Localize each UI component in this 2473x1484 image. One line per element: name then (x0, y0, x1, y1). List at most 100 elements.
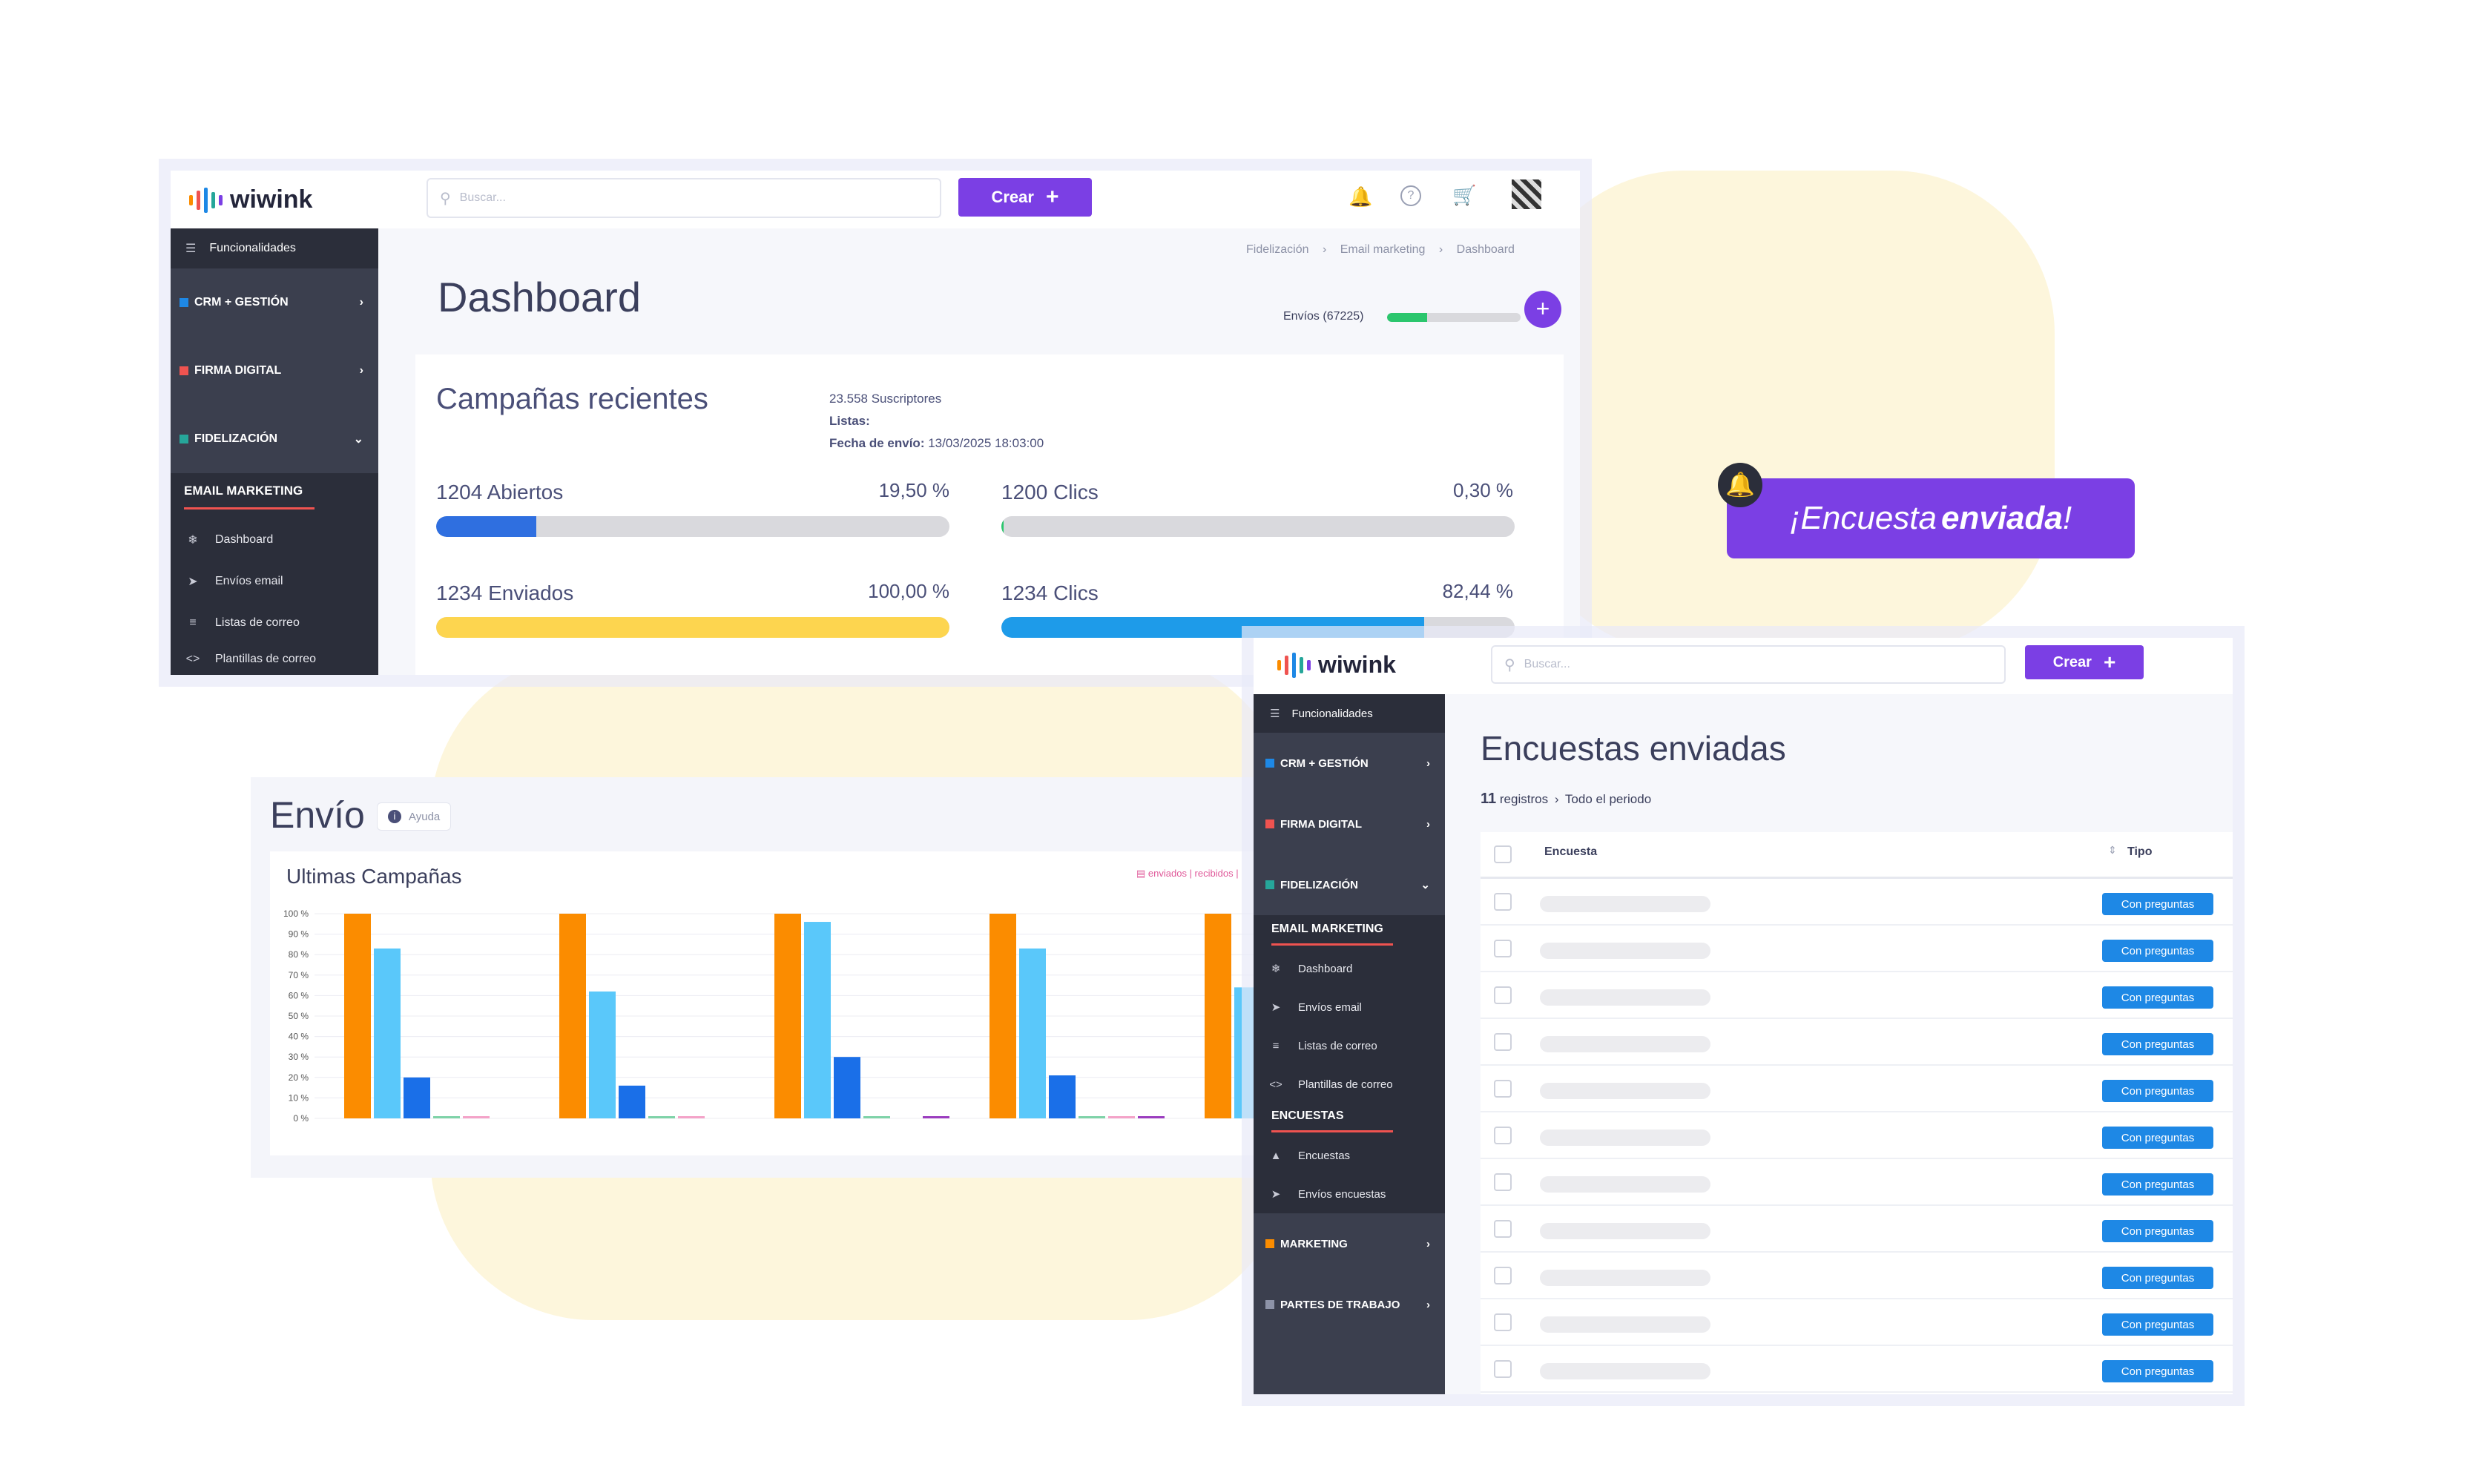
chart-bar[interactable] (1108, 1116, 1135, 1118)
chart-bar[interactable] (1079, 1116, 1105, 1118)
sidebar-item-crm[interactable]: CRM + GESTIÓN › (1254, 733, 1445, 794)
bell-icon[interactable]: 🔔 (1349, 185, 1373, 208)
search-input[interactable]: ⚲ Buscar... (427, 178, 941, 218)
dashboard-icon: ❄ (1271, 963, 1281, 975)
chart-bar[interactable] (678, 1116, 705, 1118)
chevron-right-icon: › (359, 364, 363, 377)
row-checkbox[interactable] (1494, 1267, 1512, 1285)
table-row[interactable]: Con preguntas (1481, 1065, 2233, 1112)
chart-bar[interactable] (648, 1116, 675, 1118)
add-button[interactable]: + (1524, 291, 1561, 328)
row-checkbox[interactable] (1494, 986, 1512, 1004)
help-icon[interactable]: ? (1400, 185, 1421, 206)
row-checkbox[interactable] (1494, 893, 1512, 911)
sidebar-item-firma[interactable]: FIRMA DIGITAL › (171, 337, 378, 405)
y-tick-label: 10 % (289, 1092, 309, 1103)
y-tick-label: 90 % (289, 929, 309, 940)
breadcrumb-item[interactable]: Fidelización (1246, 243, 1309, 256)
search-icon: ⚲ (440, 190, 451, 207)
metric-label: 1200 Clics (1001, 481, 1099, 504)
table-row[interactable]: Con preguntas (1481, 972, 2233, 1019)
chart-bar[interactable] (863, 1116, 890, 1118)
submenu-item-dashboard[interactable]: ❄ Dashboard (1254, 949, 1445, 988)
period-filter[interactable]: Todo el periodo (1564, 792, 1652, 806)
row-checkbox[interactable] (1494, 1127, 1512, 1144)
survey-name-placeholder (1540, 1176, 1710, 1193)
sidebar-item-crm[interactable]: CRM + GESTIÓN › (171, 268, 378, 337)
chart-bar[interactable] (433, 1116, 460, 1118)
table-row[interactable]: Con preguntas (1481, 1112, 2233, 1159)
metric-value: 100,00 % (868, 580, 949, 602)
submenu-item-encuestas[interactable]: ▲ Encuestas (1254, 1136, 1445, 1175)
chart-bar[interactable] (989, 914, 1016, 1118)
chart-bar[interactable] (619, 1085, 645, 1118)
notification-toast[interactable]: ¡Encuesta enviada! (1727, 478, 2135, 558)
type-badge: Con preguntas (2102, 1127, 2213, 1149)
sidebar-item-fidelizacion[interactable]: FIDELIZACIÓN ⌄ (1254, 854, 1445, 915)
submenu-item-plantillas[interactable]: <> Plantillas de correo (171, 644, 378, 675)
help-button[interactable]: i Ayuda (377, 802, 452, 831)
row-checkbox[interactable] (1494, 1173, 1512, 1191)
sidebar-item-funcionalidades[interactable]: ☰ Funcionalidades (1254, 694, 1445, 733)
sidebar-item-funcionalidades[interactable]: ☰ Funcionalidades (171, 228, 378, 268)
chart-bar[interactable] (589, 991, 616, 1118)
code-icon: <> (185, 653, 200, 665)
search-input[interactable]: ⚲ Buscar... (1491, 645, 2006, 684)
sidebar-item-fidelizacion[interactable]: FIDELIZACIÓN ⌄ (171, 405, 378, 473)
chevron-right-icon: › (1426, 1298, 1430, 1311)
sort-icon[interactable]: ⇕ (2108, 844, 2117, 856)
submenu-item-listas[interactable]: ≡ Listas de correo (171, 602, 378, 644)
campaigns-title: Campañas recientes (436, 383, 708, 415)
chart-bar[interactable] (463, 1116, 490, 1118)
table-row[interactable]: Con preguntas (1481, 925, 2233, 972)
breadcrumb-item[interactable]: Email marketing (1340, 243, 1426, 256)
sidebar-item-firma[interactable]: FIRMA DIGITAL › (1254, 794, 1445, 854)
chart-bar[interactable] (834, 1057, 860, 1118)
chart-bar[interactable] (1049, 1075, 1076, 1118)
chart-bar[interactable] (1138, 1116, 1165, 1118)
create-button[interactable]: Crear + (958, 178, 1092, 217)
metric-bar (1001, 516, 1515, 537)
create-button[interactable]: Crear + (2025, 645, 2144, 679)
avatar[interactable] (1512, 179, 1541, 209)
table-row[interactable]: Con preguntas (1481, 1345, 2233, 1393)
submenu-item-envios-encuestas[interactable]: ➤ Envíos encuestas (1254, 1175, 1445, 1213)
chart-bar[interactable] (774, 914, 801, 1118)
metric-bar-fill (436, 617, 949, 638)
chart-bar[interactable] (404, 1077, 430, 1118)
col-survey[interactable]: Encuesta (1544, 845, 1598, 858)
y-tick-label: 50 % (289, 1011, 309, 1021)
submenu-item-plantillas[interactable]: <> Plantillas de correo (1254, 1065, 1445, 1104)
chart-bar[interactable] (804, 922, 831, 1118)
submenu: EMAIL MARKETING ❄ Dashboard ➤ Envíos email… (171, 473, 378, 675)
chart-bar[interactable] (344, 914, 371, 1118)
submenu-item-envios[interactable]: ➤ Envíos email (171, 561, 378, 602)
submenu-item-dashboard[interactable]: ❄ Dashboard (171, 519, 378, 561)
metric-value: 0,30 % (1453, 479, 1513, 501)
row-checkbox[interactable] (1494, 1360, 1512, 1378)
submenu-item-listas[interactable]: ≡ Listas de correo (1254, 1026, 1445, 1065)
row-checkbox[interactable] (1494, 1033, 1512, 1051)
table-row[interactable]: Con preguntas (1481, 1205, 2233, 1253)
chart-bar[interactable] (1205, 914, 1231, 1118)
cart-icon[interactable]: 🛒 (1452, 184, 1477, 206)
chart-bar[interactable] (923, 1116, 949, 1118)
surveys-window: wiwink ⚲ Buscar... Crear + ☰ Funcionalida… (1254, 638, 2233, 1394)
sidebar-item-partes[interactable]: PARTES DE TRABAJO › (1254, 1274, 1445, 1335)
chart-bar[interactable] (559, 914, 586, 1118)
table-row[interactable]: Con preguntas (1481, 1018, 2233, 1066)
chart-bar[interactable] (1019, 948, 1046, 1118)
row-checkbox[interactable] (1494, 1080, 1512, 1098)
table-row[interactable]: Con preguntas (1481, 1158, 2233, 1206)
table-row[interactable]: Con preguntas (1481, 878, 2233, 926)
row-checkbox[interactable] (1494, 1220, 1512, 1238)
chart-bar[interactable] (374, 948, 401, 1118)
sidebar-item-marketing[interactable]: MARKETING › (1254, 1213, 1445, 1274)
row-checkbox[interactable] (1494, 1313, 1512, 1331)
submenu-item-envios[interactable]: ➤ Envíos email (1254, 988, 1445, 1026)
table-row[interactable]: Con preguntas (1481, 1252, 2233, 1299)
row-checkbox[interactable] (1494, 940, 1512, 957)
select-all-checkbox[interactable] (1494, 845, 1512, 863)
table-row[interactable]: Con preguntas (1481, 1299, 2233, 1346)
col-type[interactable]: Tipo (2127, 845, 2153, 858)
